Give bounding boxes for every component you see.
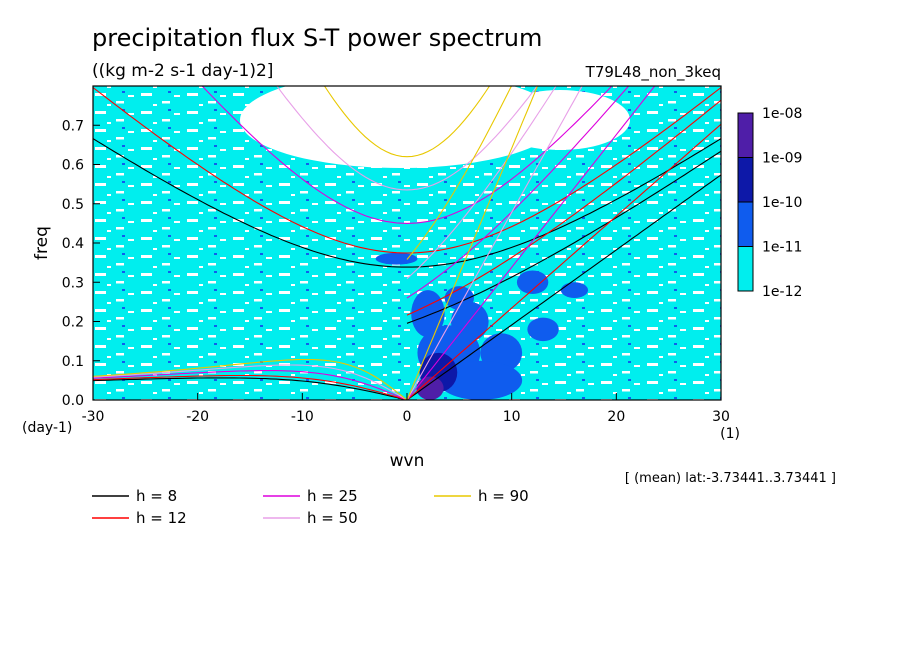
x-tick-label: 0	[403, 409, 412, 425]
power-hotspot	[438, 360, 523, 400]
x-tick-label: -30	[82, 409, 105, 425]
y-tick-label: 0.4	[62, 236, 84, 252]
dispersion-curve-rossby	[93, 377, 408, 400]
legend: h = 8 h = 12 h = 25 h = 50 h = 90	[92, 487, 529, 527]
legend-label: h = 50	[307, 509, 358, 527]
legend-label: h = 8	[136, 487, 177, 505]
power-hotspot	[375, 252, 418, 265]
colorbar-label: 1e-10	[762, 195, 802, 211]
plot-area	[93, 86, 721, 400]
power-hotspot	[516, 270, 549, 295]
y-unit-label: (day-1)	[22, 420, 72, 436]
y-tick-label: 0.5	[62, 197, 84, 213]
dispersion-curve-mixed-rossby-gravity	[406, 86, 557, 280]
dispersion-curve-kelvin	[406, 86, 539, 400]
run-label: T79L48_non_3keq	[585, 63, 721, 82]
colorbar-band	[737, 201, 754, 247]
x-tick-label: 20	[607, 409, 625, 425]
latitude-annotation: [ (mean) lat:-3.73441..3.73441 ]	[625, 471, 836, 486]
dispersion-curve-inertio-gravity	[93, 138, 721, 268]
x-axis-label: wvn	[390, 451, 425, 471]
y-tick-label: 0.0	[62, 393, 84, 409]
dispersion-curve-rossby	[93, 358, 408, 400]
y-axis-label: freq	[32, 226, 52, 260]
colorbar-band	[737, 112, 754, 158]
chart-title: precipitation flux S-T power spectrum	[92, 24, 542, 52]
dispersion-curve-kelvin	[406, 174, 721, 400]
y-tick-label: 0.6	[62, 158, 84, 174]
colorbar-label: 1e-08	[762, 106, 802, 122]
x-unit-label: (1)	[720, 426, 740, 442]
white-clear-region-east	[490, 90, 630, 150]
legend-label: h = 12	[136, 509, 187, 527]
dispersion-curve-kelvin	[406, 86, 583, 400]
dispersion-curve-mixed-rossby-gravity	[406, 150, 721, 324]
dispersion-curve-mixed-rossby-gravity	[406, 99, 721, 316]
dispersion-curve-inertio-gravity	[276, 86, 538, 191]
dispersion-curve-rossby	[93, 374, 408, 400]
x-tick-label: -20	[186, 409, 209, 425]
x-tick-label: 30	[712, 409, 730, 425]
colorbar-label: 1e-09	[762, 151, 802, 167]
dispersion-curve-rossby	[93, 364, 408, 400]
dispersion-curve-inertio-gravity	[201, 86, 613, 224]
dispersion-curve-kelvin	[406, 86, 656, 400]
dispersion-curve-inertio-gravity	[93, 87, 721, 254]
dispersion-curve-inertio-gravity	[323, 86, 491, 158]
power-hotspot	[416, 376, 444, 400]
power-hotspot	[560, 282, 589, 298]
power-hotspot	[411, 290, 445, 338]
y-tick-label: 0.7	[62, 118, 84, 134]
colorbar-band	[737, 246, 754, 292]
legend-label: h = 90	[478, 487, 529, 505]
dispersion-curve-mixed-rossby-gravity	[406, 86, 630, 299]
power-hotspot	[527, 317, 559, 342]
x-tick-label: 10	[503, 409, 521, 425]
y-tick-label: 0.1	[62, 354, 84, 370]
colorbar-label: 1e-11	[762, 240, 802, 256]
colorbar: 1e-08 1e-09 1e-10 1e-11 1e-12	[737, 106, 802, 300]
dispersion-curve-kelvin	[406, 123, 721, 400]
dispersion-curve-rossby	[93, 370, 408, 400]
colorbar-label: 1e-12	[762, 284, 802, 300]
y-axis: 0.0 0.1 0.2 0.3 0.4 0.5 0.6 0.7	[62, 118, 100, 409]
colorbar-band	[737, 157, 754, 203]
y-tick-label: 0.3	[62, 275, 84, 291]
x-tick-label: -10	[291, 409, 314, 425]
y-tick-label: 0.2	[62, 315, 84, 331]
chart-subtitle: ((kg m-2 s-1 day-1)2]	[92, 61, 273, 81]
dispersion-curve-mixed-rossby-gravity	[406, 86, 513, 260]
x-axis: -30 -20 -10 0 10 20 30	[82, 393, 730, 425]
legend-label: h = 25	[307, 487, 358, 505]
